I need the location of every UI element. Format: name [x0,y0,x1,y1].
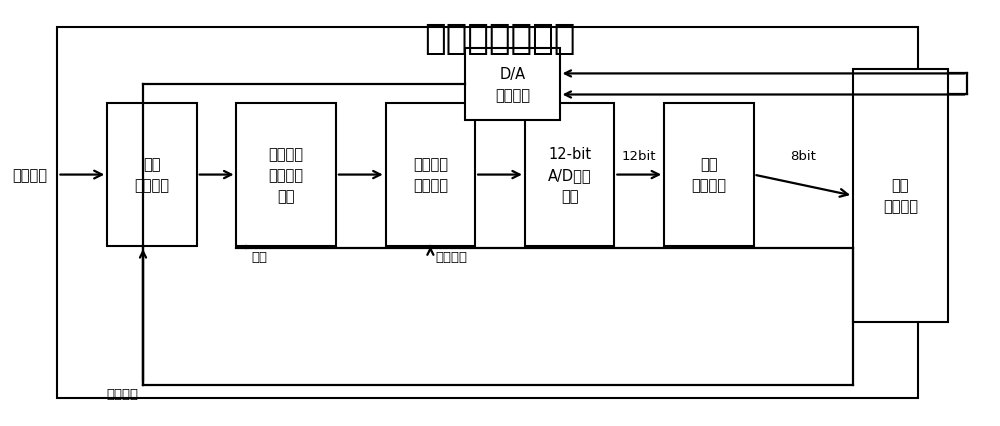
Bar [236,104,336,247]
Bar [57,28,918,398]
Bar [107,104,197,247]
Text: 8bit: 8bit [790,150,816,163]
Bar [525,104,614,247]
Text: 偏置: 偏置 [251,251,267,264]
Bar [664,104,754,247]
Text: 阻容
衰减网络: 阻容 衰减网络 [134,157,169,193]
Text: 示波器前端电路: 示波器前端电路 [424,22,576,55]
Text: 数字
增益模块: 数字 增益模块 [691,157,726,193]
Bar [386,104,475,247]
Text: 12bit: 12bit [622,150,656,163]
Bar [853,70,948,322]
Text: 增益可选
放大模块: 增益可选 放大模块 [413,157,448,193]
Text: 信号输入: 信号输入 [13,168,48,183]
Text: D/A
转换模块: D/A 转换模块 [495,67,530,103]
Bar [465,49,560,121]
Text: 输入级缓
冲和加法
电路: 输入级缓 冲和加法 电路 [269,147,304,204]
Text: 控制
处理模块: 控制 处理模块 [883,178,918,214]
Text: 12-bit
A/D转换
模块: 12-bit A/D转换 模块 [548,147,591,204]
Text: 增益选择: 增益选择 [435,251,467,264]
Text: 衰减选择: 衰减选择 [106,388,138,400]
